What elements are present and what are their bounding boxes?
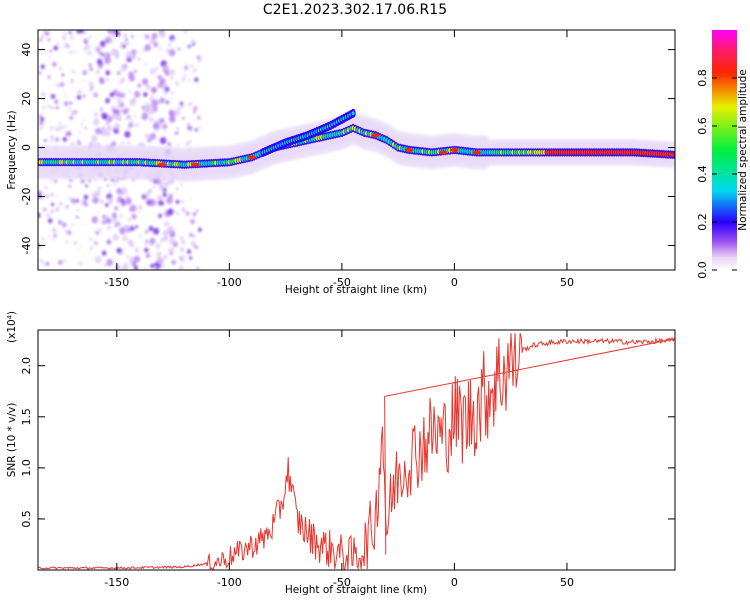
snr-panel: -150 -100 -50 0 50 0.5 1.0 1.5 2.0 Height of str…: [6, 311, 676, 596]
y-tick-label: 1.0: [20, 459, 33, 477]
spectrogram-y-label: Frequency (Hz): [6, 110, 18, 189]
colorbar: 0.0 0.2 0.4 0.6 0.8 Normalized spectral ampl…: [696, 30, 749, 279]
spectrogram-heatmap: [38, 30, 675, 270]
x-tick-label: 50: [560, 576, 574, 589]
colorbar-label: Normalized spectral amplitude: [737, 69, 749, 230]
x-tick-label: -150: [104, 276, 129, 289]
snr-frame: [37, 329, 676, 571]
y-tick-label: 20: [20, 92, 33, 106]
snr-ticks: -150 -100 -50 0 50 0.5 1.0 1.5 2.0: [20, 330, 675, 589]
colorbar-tick-label: 0.4: [696, 165, 709, 183]
x-tick-label: -100: [217, 576, 242, 589]
snr-y-label: SNR (10 * v/v): [6, 403, 18, 478]
spectrogram-ticks: -150 -100 -50 0 50 -40 -20 0 20 40: [20, 30, 675, 289]
y-tick-label: -20: [20, 188, 33, 206]
ridge-upper-branch: [260, 108, 356, 157]
x-tick-label: 0: [451, 276, 458, 289]
x-tick-label: -150: [104, 576, 129, 589]
snr-y-multiplier: (x10⁴): [6, 311, 18, 343]
colorbar-tick-label: 0.8: [696, 69, 709, 87]
colorbar-ticks: 0.0 0.2 0.4 0.6 0.8: [696, 69, 737, 279]
y-tick-label: 0.5: [20, 510, 33, 528]
x-tick-label: 0: [451, 576, 458, 589]
snr-line: [38, 332, 675, 570]
spectrogram-panel: -150 -100 -50 0 50 -40 -20 0 20 40 Height of stra…: [6, 29, 676, 296]
y-tick-label: 1.5: [20, 408, 33, 426]
colorbar-tick-label: 0.2: [696, 213, 709, 231]
snr-x-label: Height of straight line (km): [285, 584, 427, 596]
x-tick-label: -50: [333, 276, 351, 289]
spectrogram-frame: [37, 29, 676, 271]
colorbar-tick-label: 0.6: [696, 117, 709, 135]
y-tick-label: -40: [20, 237, 33, 255]
ridge-hotspots: [157, 133, 481, 167]
chart-title: C2E1.2023.302.17.06.R15: [263, 2, 447, 18]
y-tick-label: 0: [20, 144, 33, 151]
x-tick-label: -50: [333, 576, 351, 589]
colorbar-tick-label: 0.0: [696, 261, 709, 279]
x-tick-label: 50: [560, 276, 574, 289]
colorbar-gradient: [712, 30, 737, 270]
spectrogram-x-label: Height of straight line (km): [285, 284, 427, 296]
y-tick-label: 2.0: [20, 357, 33, 375]
ridge-core: [38, 123, 675, 169]
x-tick-label: -100: [217, 276, 242, 289]
y-tick-label: 40: [20, 43, 33, 57]
